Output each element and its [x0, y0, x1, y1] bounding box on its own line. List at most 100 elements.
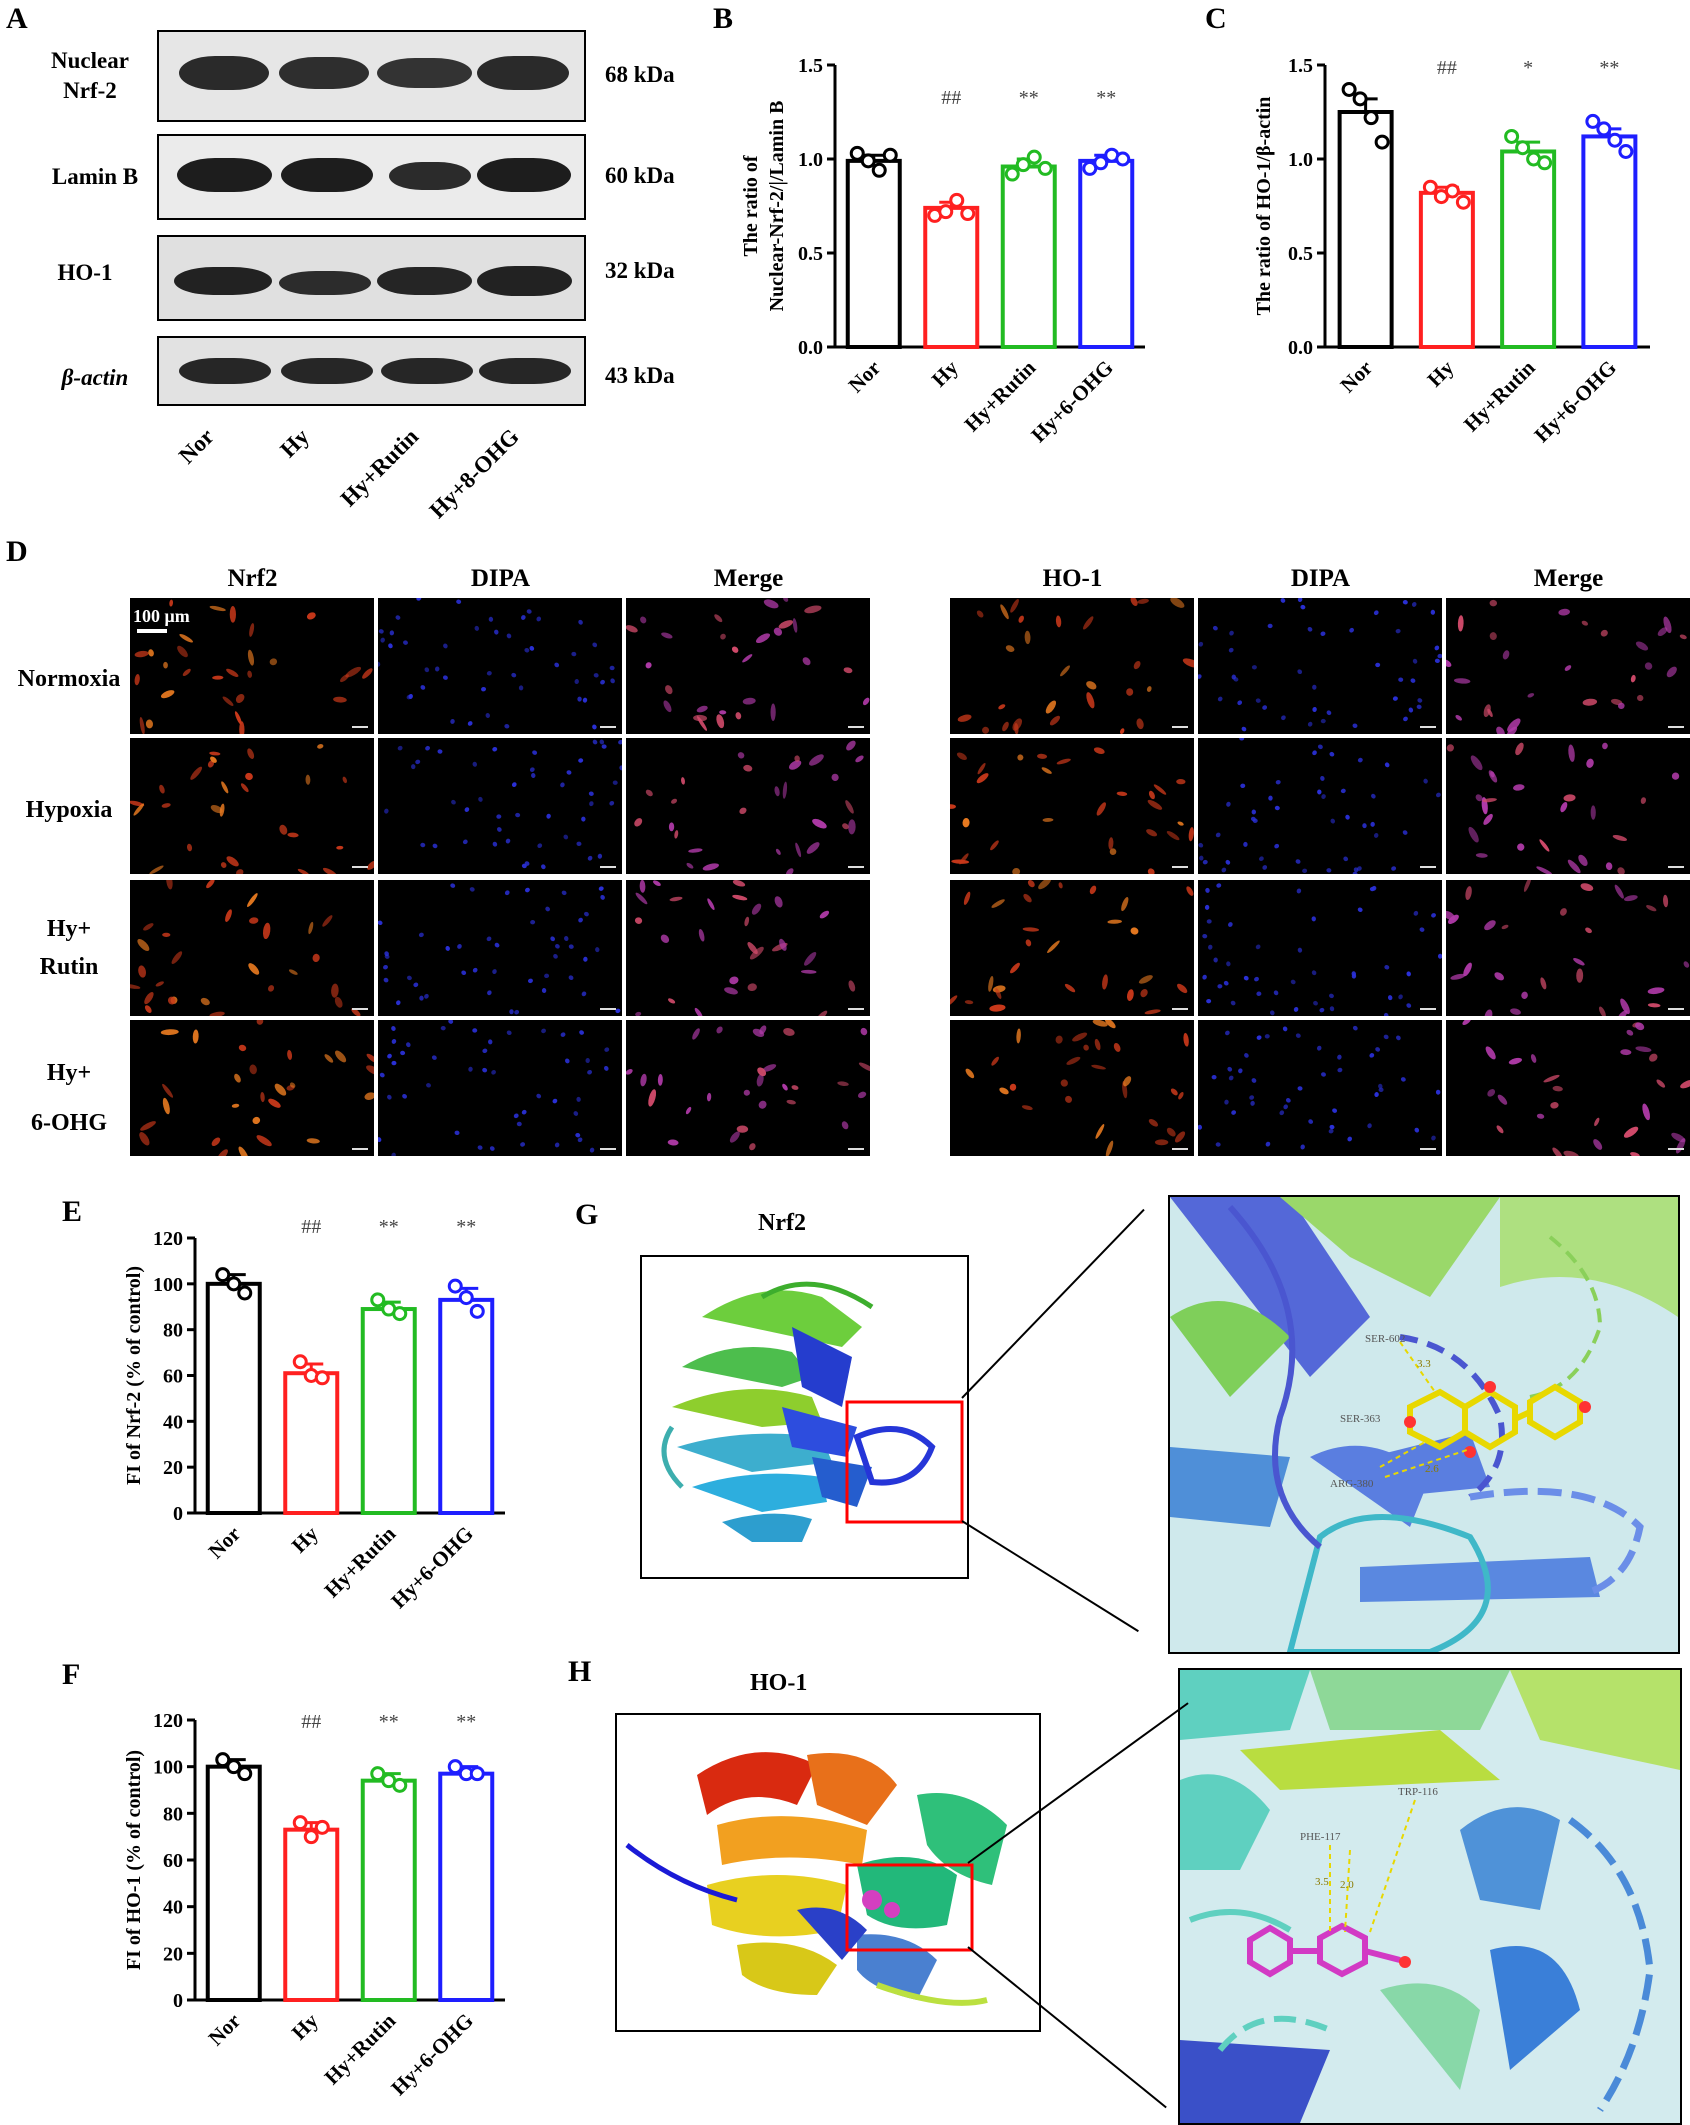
cell	[1642, 1103, 1651, 1121]
cell	[1423, 778, 1428, 784]
cell	[583, 956, 588, 962]
residue-label: PHE-117	[1300, 1831, 1341, 1843]
cell	[1446, 744, 1454, 752]
cell	[1326, 710, 1332, 716]
cell	[1093, 747, 1105, 754]
cell	[269, 658, 278, 666]
cell	[743, 764, 753, 772]
cell	[1262, 865, 1268, 870]
cell	[1146, 829, 1158, 837]
cells	[950, 747, 1194, 874]
y-axis-label-line: The ratio of HO-1/β-actin	[1253, 97, 1275, 316]
blot-strip-ho1	[157, 235, 586, 321]
cell	[1206, 919, 1212, 924]
cell	[1521, 991, 1528, 999]
scale-bar	[352, 866, 368, 868]
cell	[335, 1050, 347, 1063]
scale-bar	[1668, 1008, 1684, 1010]
cell	[521, 615, 526, 620]
cell	[1297, 947, 1303, 953]
y-tick-label: 0.5	[1288, 243, 1313, 265]
cell	[759, 1025, 767, 1035]
bar	[1581, 134, 1638, 349]
cell	[794, 755, 800, 762]
y-tick-label: 20	[163, 1943, 183, 1965]
x-tick-label: Nor	[844, 356, 886, 398]
data-point	[392, 1306, 408, 1322]
blot-label-ho1: HO-1	[57, 260, 113, 285]
cell	[1329, 1124, 1335, 1130]
panel-label-a: A	[6, 2, 28, 35]
cell	[1371, 885, 1377, 891]
y-axis-label-line: FI of HO-1 (% of control)	[123, 1750, 145, 1970]
cell	[248, 963, 260, 975]
cell	[1391, 866, 1397, 871]
cell	[739, 807, 747, 815]
cell	[751, 903, 762, 915]
cell	[1536, 866, 1553, 874]
cell	[432, 843, 438, 849]
band	[479, 358, 571, 384]
data-point	[1596, 121, 1612, 137]
cell	[1265, 1141, 1271, 1147]
cell	[1515, 742, 1524, 756]
cell	[1367, 1123, 1372, 1129]
scale-bar	[848, 1008, 864, 1010]
band	[174, 267, 272, 295]
cell	[1317, 789, 1322, 795]
if-col-head: DIPA	[1290, 565, 1351, 592]
cell	[1130, 927, 1139, 935]
cell	[1536, 1113, 1545, 1119]
panel-label-c: C	[1205, 2, 1227, 35]
cell	[1311, 970, 1317, 976]
cell	[1237, 700, 1243, 706]
cell	[231, 1103, 240, 1108]
bar	[923, 205, 980, 349]
cell	[334, 996, 343, 1008]
cell	[167, 996, 176, 1005]
cell	[618, 739, 622, 745]
cell	[1186, 886, 1194, 896]
y-axis-label-line: Nuclear-Nrf-2/|/Lamin B	[766, 101, 788, 312]
cell	[448, 1020, 454, 1024]
cell	[488, 1039, 493, 1045]
cell	[245, 772, 253, 781]
cell	[990, 840, 999, 851]
cell	[1198, 842, 1204, 848]
cell	[1170, 598, 1185, 608]
cell	[1485, 1046, 1496, 1060]
cell	[1240, 783, 1246, 789]
cell	[389, 630, 395, 636]
scale-bar	[352, 726, 368, 728]
data-point	[1537, 155, 1553, 171]
cell	[532, 750, 538, 755]
cell	[247, 649, 255, 666]
cell	[1038, 880, 1051, 890]
cell	[130, 800, 145, 807]
y-tick-label: 120	[153, 1228, 183, 1250]
cells	[1462, 1020, 1690, 1156]
cell	[1375, 662, 1381, 668]
cell	[1345, 814, 1350, 820]
cell	[155, 981, 164, 987]
cell	[694, 1007, 703, 1016]
cell	[1398, 677, 1404, 682]
cell	[1268, 795, 1273, 801]
cell	[239, 721, 245, 734]
cell	[1483, 813, 1493, 825]
cell	[1233, 677, 1239, 682]
cell	[731, 646, 739, 653]
scale-bar	[1172, 1008, 1188, 1010]
cell	[1307, 721, 1313, 727]
cell	[190, 766, 203, 780]
cell	[575, 1132, 581, 1138]
cell	[976, 773, 989, 784]
residue-label: SER-602	[1365, 1333, 1405, 1345]
cell	[235, 693, 245, 704]
bar	[438, 1771, 495, 2002]
cell	[1369, 1053, 1375, 1058]
cell	[804, 605, 822, 614]
cell	[1133, 660, 1141, 670]
lane-label: Hy	[275, 423, 314, 463]
scale-bar	[600, 1148, 616, 1150]
